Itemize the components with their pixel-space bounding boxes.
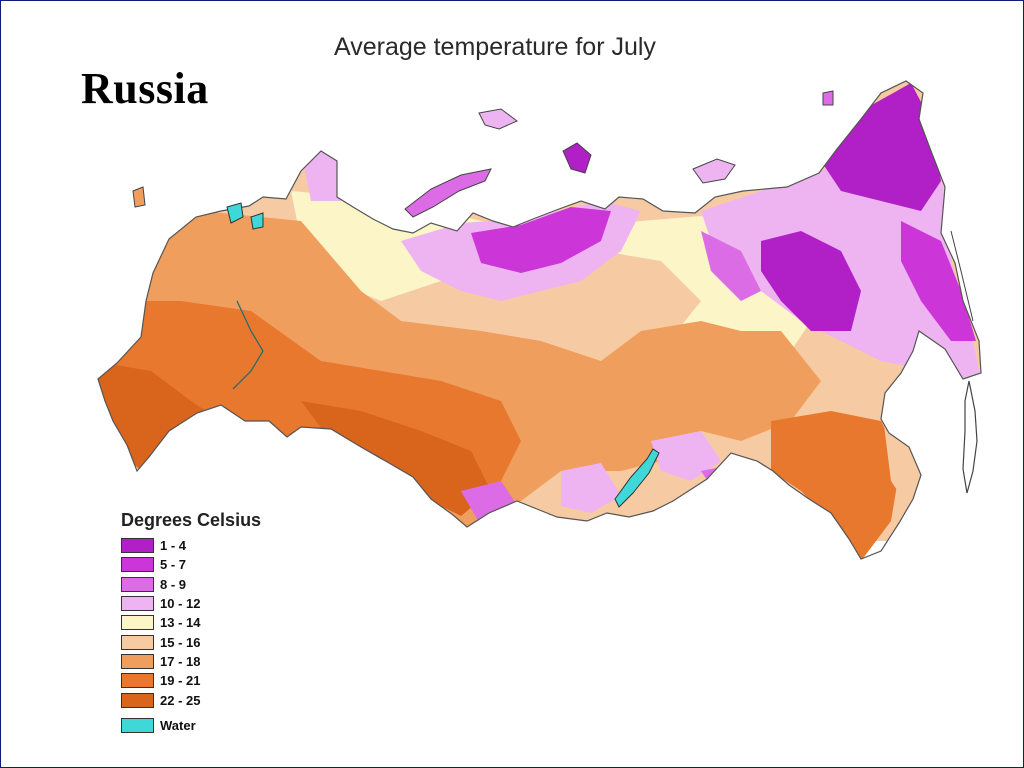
- legend-label: 10 - 12: [160, 596, 201, 612]
- legend-swatch: [121, 538, 154, 554]
- legend-label: 1 - 4: [160, 538, 187, 554]
- novaya-zemlya-island: [404, 168, 492, 218]
- new-siberian-islands: [692, 158, 736, 184]
- legend-label-water: Water: [160, 717, 196, 733]
- legend-label: 22 - 25: [160, 692, 201, 708]
- legend-swatch: [121, 557, 154, 573]
- legend-label: 15 - 16: [160, 634, 201, 650]
- legend-swatch: [121, 653, 154, 669]
- legend-item-water: Water: [121, 716, 261, 735]
- lake-ladoga: [226, 202, 244, 224]
- legend-swatch: [121, 576, 154, 592]
- lake-baikal: [614, 448, 660, 508]
- legend-label: 8 - 9: [160, 576, 187, 592]
- wrangel-island: [822, 90, 834, 106]
- legend-item: 19 - 21: [121, 671, 261, 690]
- franz-josef-land-island: [478, 108, 518, 130]
- map-legend: Degrees Celsius 1 - 4 5 - 7 8 - 9 10 - 12 13…: [121, 510, 261, 735]
- legend-item: 15 - 16: [121, 632, 261, 651]
- map-title: Average temperature for July: [334, 33, 656, 61]
- russia-outline: [97, 80, 982, 560]
- legend-swatch-water: [121, 717, 154, 733]
- legend-item: 5 - 7: [121, 555, 261, 574]
- slide-title: Russia: [81, 64, 209, 113]
- sakhalin-island: [962, 380, 978, 494]
- legend-label: 5 - 7: [160, 557, 187, 573]
- legend-swatch: [121, 615, 154, 631]
- legend-label: 17 - 18: [160, 653, 201, 669]
- legend-label: 19 - 21: [160, 673, 201, 689]
- legend-swatch: [121, 596, 154, 612]
- legend-item: 17 - 18: [121, 652, 261, 671]
- volga-river: [232, 300, 264, 390]
- legend-item: 1 - 4: [121, 536, 261, 555]
- kaliningrad-region: [132, 186, 146, 208]
- legend-item: 10 - 12: [121, 594, 261, 613]
- legend-item: 8 - 9: [121, 575, 261, 594]
- legend-swatch: [121, 634, 154, 650]
- lake-onega: [250, 212, 264, 230]
- legend-swatch: [121, 692, 154, 708]
- legend-item: 13 - 14: [121, 613, 261, 632]
- legend-title: Degrees Celsius: [121, 510, 262, 530]
- severnaya-zemlya-island: [562, 142, 592, 174]
- legend-label: 13 - 14: [160, 615, 201, 631]
- kamchatka-coast: [950, 230, 974, 322]
- legend-item: 22 - 25: [121, 690, 261, 709]
- temperature-zones: [98, 81, 981, 559]
- legend-items: 1 - 4 5 - 7 8 - 9 10 - 12 13 - 14 15 - 16 17 -…: [121, 536, 261, 710]
- legend-swatch: [121, 673, 154, 689]
